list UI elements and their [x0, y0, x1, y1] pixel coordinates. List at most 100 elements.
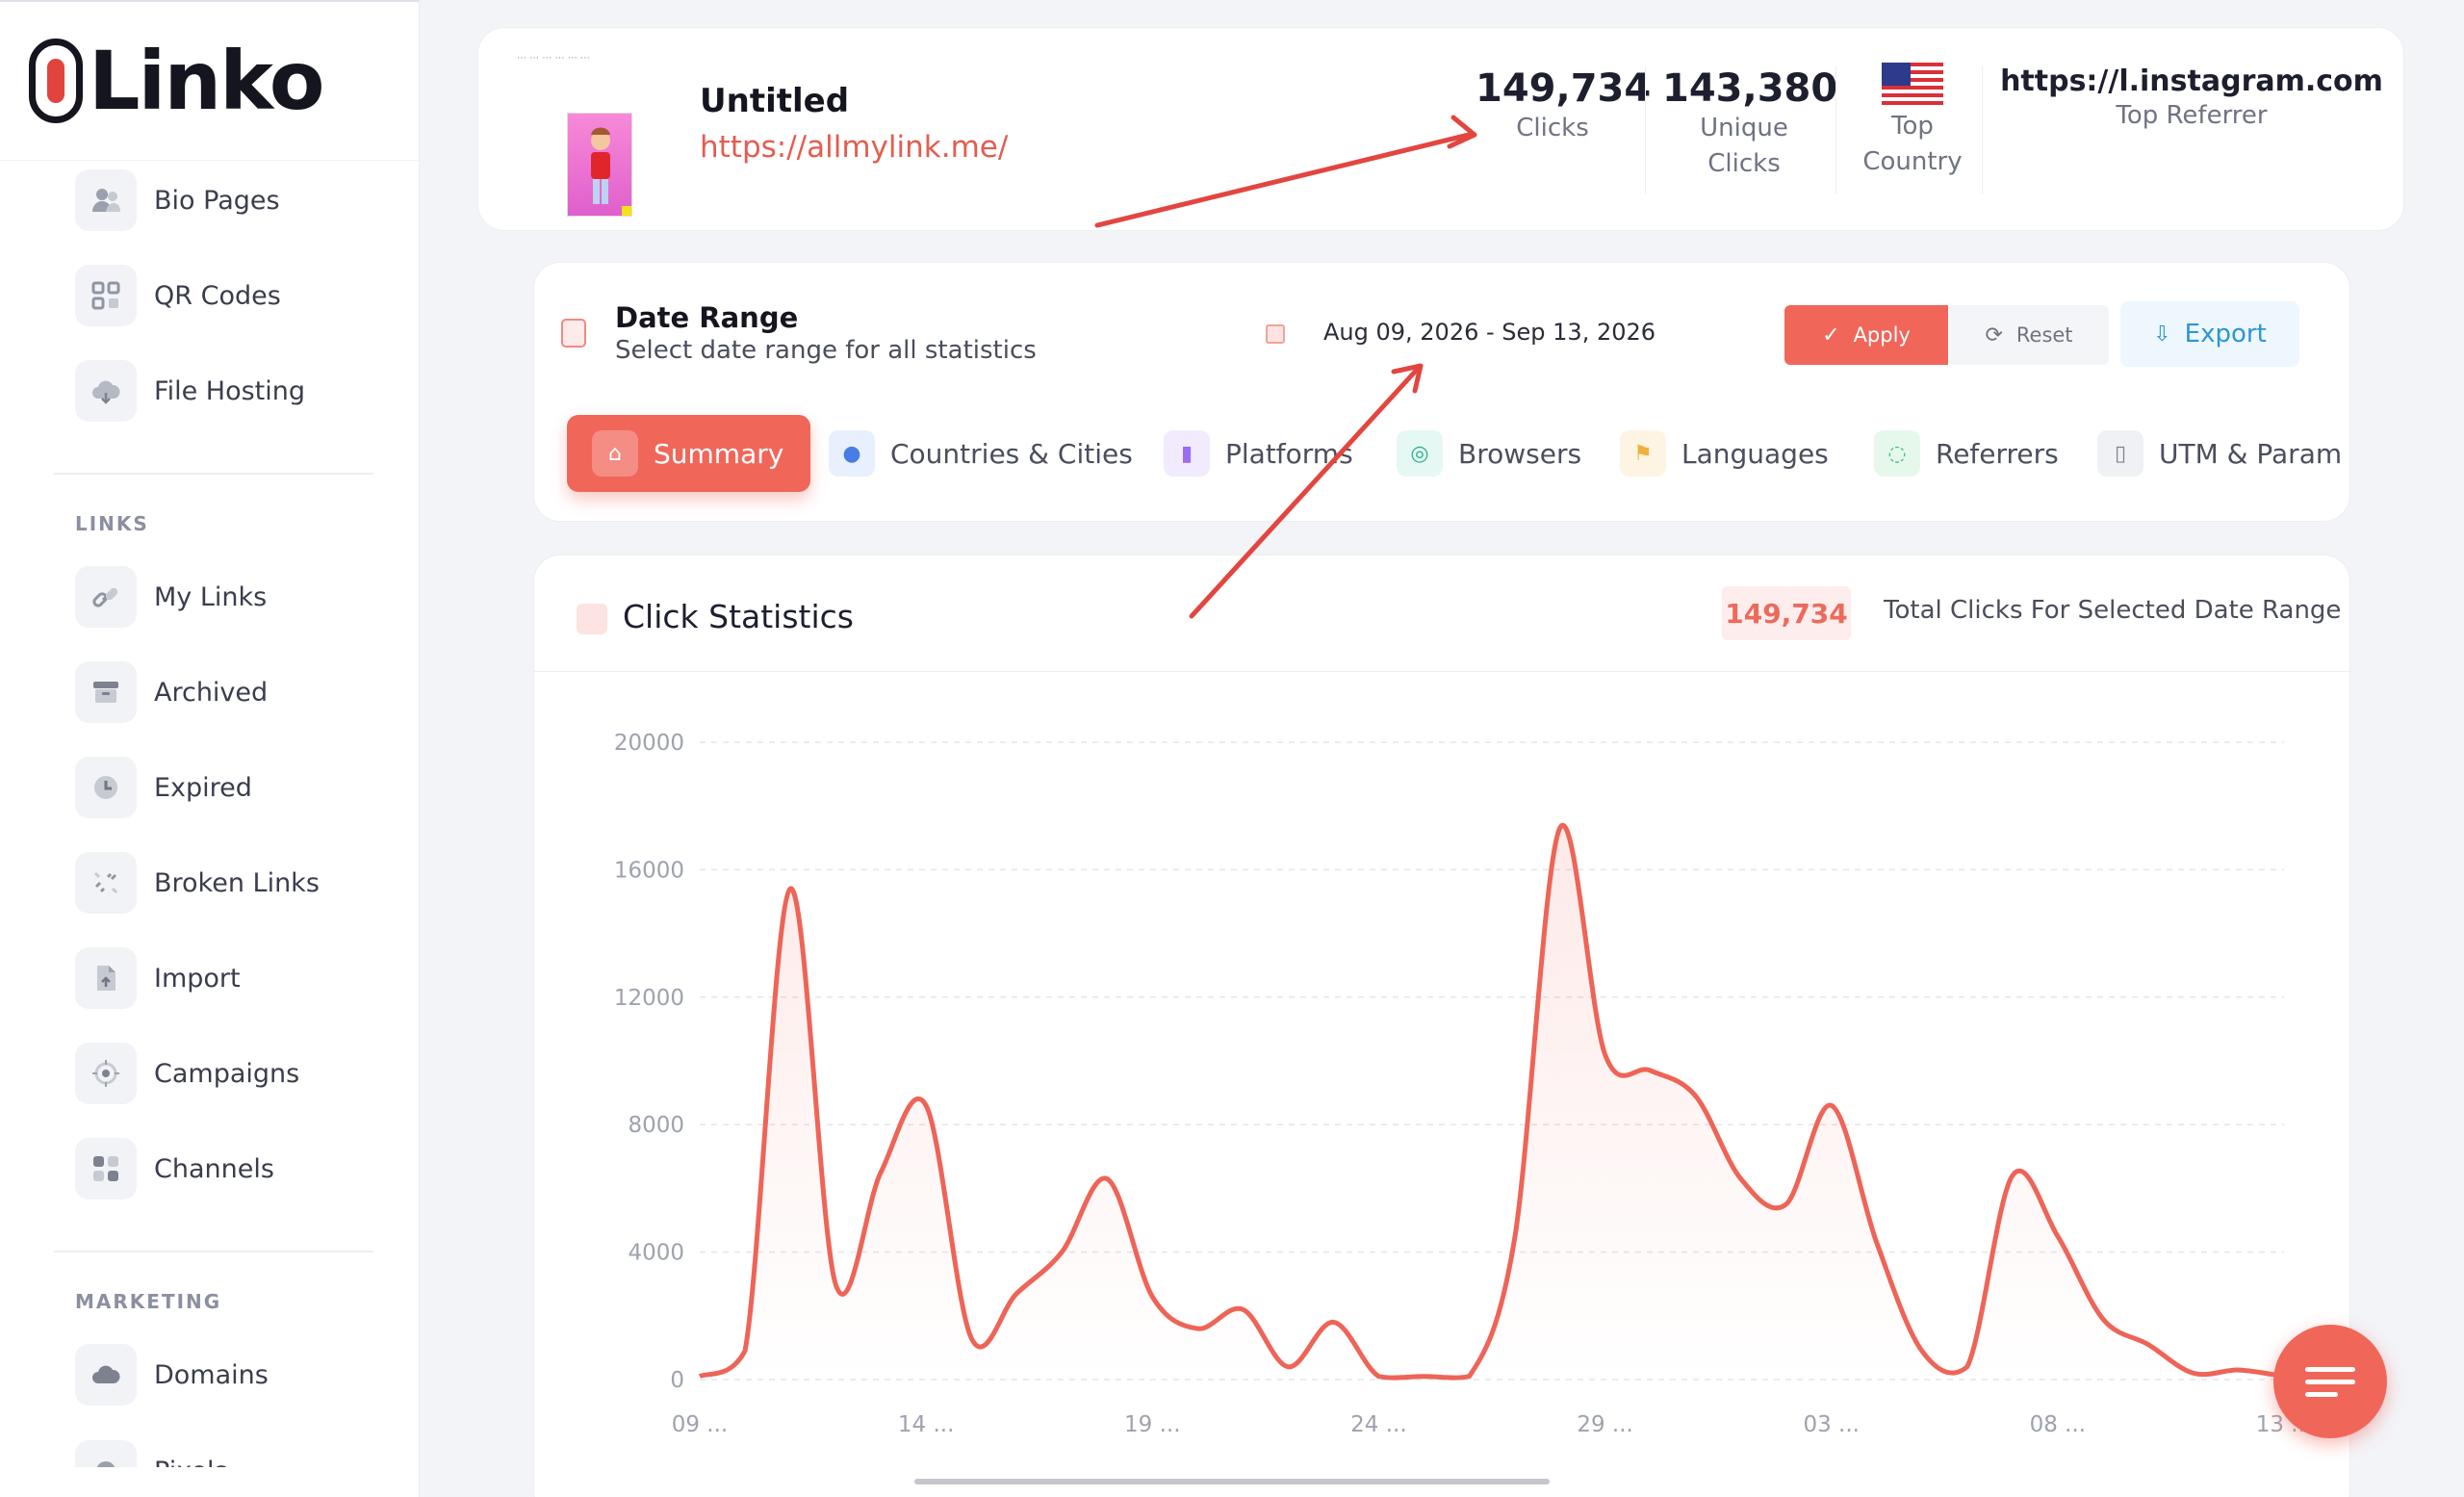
target-icon [75, 1043, 137, 1104]
x-tick-label: 29 ... [1577, 1412, 1633, 1437]
y-tick-label: 0 [670, 1368, 684, 1393]
us-flag-icon [1882, 63, 1943, 105]
check-icon: ✓ [1822, 323, 1840, 348]
archive-icon [75, 661, 137, 723]
sidebar-item-expired[interactable]: Expired [75, 757, 393, 818]
avatar-illustration-icon [591, 127, 631, 216]
pixel-icon [75, 1440, 137, 1467]
sidebar-item-label: My Links [154, 581, 268, 612]
total-clicks-label: Total Clicks For Selected Date Range [1884, 596, 2342, 625]
reset-label: Reset [2015, 323, 2073, 347]
section-label-links: LINKS [75, 512, 149, 535]
browser-icon: ◎ [1397, 430, 1443, 477]
tab-summary[interactable]: ⌂ Summary [567, 415, 811, 492]
stat-divider [1982, 66, 1983, 194]
clicks-value: 149,734 [1476, 66, 1652, 111]
top-referrer-label: Top Referrer [2116, 101, 2268, 130]
sidebar-item-label: Archived [154, 677, 269, 708]
sidebar-item-bio-pages[interactable]: Bio Pages [75, 169, 393, 231]
sidebar-item-campaigns[interactable]: Campaigns [75, 1043, 393, 1104]
horizontal-scrollbar[interactable] [914, 1479, 1550, 1484]
sidebar-item-label: Campaigns [154, 1058, 300, 1089]
sidebar-item-qr-codes[interactable]: QR Codes [75, 265, 393, 326]
sidebar-divider [54, 473, 373, 475]
apply-button[interactable]: ✓ Apply [1784, 305, 1948, 365]
y-tick-label: 8000 [628, 1113, 684, 1138]
y-tick-label: 16000 [614, 858, 684, 883]
unique-clicks-value: 143,380 [1662, 66, 1838, 111]
tab-browsers[interactable]: ◎ Browsers [1397, 415, 1581, 492]
menu-fab-button[interactable] [2273, 1325, 2387, 1438]
top-country-label-1: Top [1891, 112, 1934, 141]
series-area [700, 825, 2284, 1380]
date-range-card: Date Range Select date range for all sta… [533, 262, 2350, 522]
stat-divider [1645, 66, 1646, 194]
click-statistics-title: Click Statistics [623, 598, 854, 635]
brand-name: Linko [89, 34, 324, 128]
sidebar-item-label: Import [154, 963, 241, 994]
tab-utm-param[interactable]: ▯ UTM & Param [2097, 415, 2342, 492]
y-tick-label: 20000 [614, 731, 684, 756]
link-summary-card: ⋯ ⋯ ⋯ ⋯ ⋯ ⋯ Untitled https://allmylink.m… [477, 27, 2404, 231]
import-file-icon [75, 947, 137, 1009]
brand-logo[interactable]: Linko [29, 34, 324, 128]
sidebar-item-broken-links[interactable]: Broken Links [75, 852, 393, 914]
click-statistics-card: Click Statistics 149,734 Total Clicks Fo… [533, 555, 2351, 1497]
sidebar-item-archived[interactable]: Archived [75, 661, 393, 723]
sidebar-item-my-links[interactable]: My Links [75, 566, 393, 628]
tab-countries-cities[interactable]: ● Countries & Cities [829, 415, 1133, 492]
sidebar-item-channels[interactable]: Channels [75, 1138, 393, 1200]
sidebar-item-import[interactable]: Import [75, 947, 393, 1009]
tab-label: Summary [654, 437, 784, 470]
date-range-picker[interactable]: Aug 09, 2026 - Sep 13, 2026 [1323, 319, 1656, 346]
export-label: Export [2184, 320, 2267, 348]
grid-icon [75, 1138, 137, 1200]
sidebar-item-domains[interactable]: Domains [75, 1344, 393, 1406]
sidebar: Linko Bio Pages QR Codes File Hosting LI… [0, 0, 420, 1497]
chart-header-divider [534, 671, 2351, 672]
top-referrer-value: https://l.instagram.com [2000, 65, 2383, 98]
tab-label: UTM & Param [2159, 437, 2343, 470]
link-url[interactable]: https://allmylink.me/ [700, 130, 1009, 165]
click-line-chart: 0 4000 8000 12000 16000 20000 09 ... 14 ... 19 .… [614, 731, 2312, 1437]
date-range-title: Date Range [615, 301, 799, 334]
clicks-stat: 149,734 Clicks [1476, 66, 1652, 146]
tab-referrers[interactable]: ◌ Referrers [1874, 415, 2059, 492]
sidebar-item-label: Pixels [154, 1457, 228, 1468]
menu-line-icon [2305, 1391, 2338, 1397]
sidebar-item-file-hosting[interactable]: File Hosting [75, 360, 393, 422]
top-referrer-stat: https://l.instagram.com Top Referrer [1999, 65, 2384, 134]
unique-clicks-label-1: Unique [1700, 114, 1788, 142]
sidebar-divider-top [0, 160, 420, 161]
home-icon: ⌂ [592, 430, 638, 477]
broken-link-icon [75, 852, 137, 914]
y-tick-label: 12000 [614, 986, 684, 1011]
section-label-marketing: MARKETING [75, 1290, 222, 1313]
tab-platforms[interactable]: ▮ Platforms [1164, 415, 1353, 492]
chat-icon: ▮ [1164, 430, 1210, 477]
bio-page-thumbnail[interactable] [567, 113, 632, 217]
sidebar-item-pixels[interactable]: Pixels [75, 1440, 393, 1467]
tab-languages[interactable]: ⚑ Languages [1620, 415, 1829, 492]
utm-icon: ▯ [2097, 430, 2143, 477]
clock-icon [75, 757, 137, 818]
reset-button[interactable]: ⟳ Reset [1949, 305, 2109, 365]
sidebar-divider [54, 1251, 373, 1252]
unique-clicks-stat: 143,380 Unique Clicks [1662, 66, 1838, 182]
sidebar-item-label: File Hosting [154, 375, 305, 406]
menu-line-icon [2305, 1366, 2355, 1372]
tab-label: Referrers [1936, 437, 2059, 470]
export-button[interactable]: ⇩ Export [2120, 301, 2299, 367]
thumbnail-toolbar-strip: ⋯ ⋯ ⋯ ⋯ ⋯ ⋯ [517, 53, 590, 64]
x-tick-label: 09 ... [672, 1412, 729, 1437]
tab-label: Browsers [1458, 437, 1582, 470]
refresh-icon: ⟳ [1985, 323, 2003, 348]
link-title: Untitled [700, 82, 850, 120]
chart-icon [577, 604, 607, 634]
calendar-icon [1266, 324, 1285, 344]
flag-icon: ⚑ [1620, 430, 1666, 477]
unique-clicks-label-2: Clicks [1707, 149, 1781, 178]
y-tick-label: 4000 [628, 1241, 684, 1266]
tab-label: Languages [1681, 437, 1829, 470]
sidebar-item-label: Channels [154, 1153, 274, 1184]
